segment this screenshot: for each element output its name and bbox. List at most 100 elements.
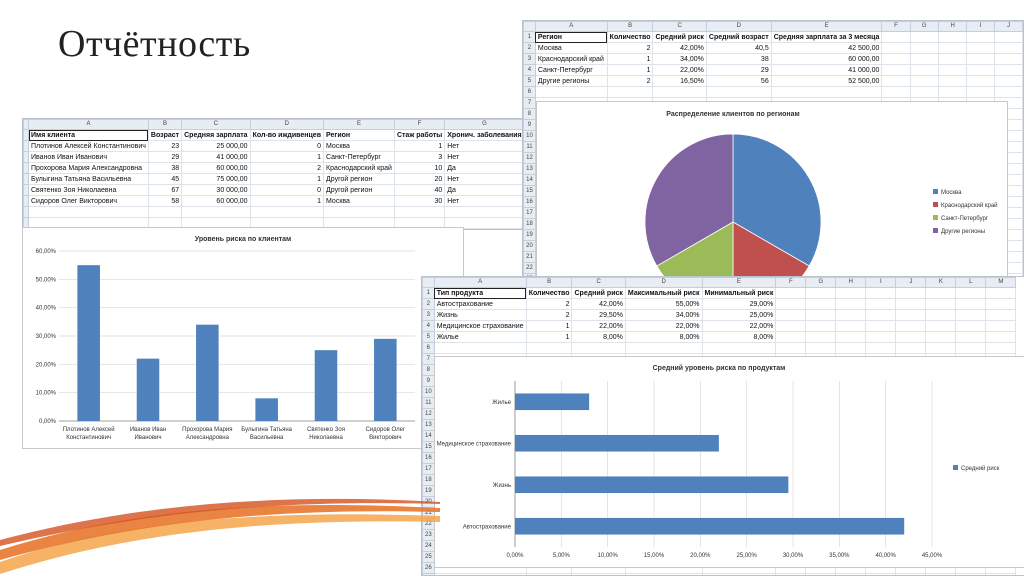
empty-cell[interactable] <box>967 54 995 65</box>
empty-cell[interactable] <box>653 87 706 98</box>
empty-cell[interactable] <box>806 343 836 354</box>
table-cell[interactable]: Москва <box>324 141 395 152</box>
empty-cell[interactable] <box>986 343 1016 354</box>
empty-cell[interactable] <box>148 207 181 218</box>
empty-cell[interactable] <box>896 332 926 343</box>
empty-cell[interactable] <box>806 288 836 299</box>
table-cell[interactable]: Другой регион <box>324 174 395 185</box>
header-cell[interactable]: Средний риск <box>653 32 706 43</box>
table-cell[interactable]: Жилье <box>434 332 526 343</box>
row-number[interactable]: 14 <box>524 175 536 186</box>
empty-cell[interactable] <box>250 207 323 218</box>
column-header[interactable]: I <box>866 278 896 288</box>
row-number[interactable]: 21 <box>524 252 536 263</box>
table-cell[interactable]: 2 <box>607 76 653 87</box>
empty-cell[interactable] <box>956 321 986 332</box>
row-number[interactable]: 1 <box>524 32 536 43</box>
column-header[interactable]: J <box>994 22 1022 32</box>
empty-cell[interactable] <box>776 299 806 310</box>
table-cell[interactable]: Да <box>445 185 524 196</box>
empty-cell[interactable] <box>806 321 836 332</box>
header-cell[interactable]: Кол-во иждивенцев <box>250 130 323 141</box>
row-number[interactable]: 13 <box>524 164 536 175</box>
table-cell[interactable]: Нет <box>445 141 524 152</box>
row-number[interactable]: 10 <box>524 131 536 142</box>
column-header[interactable]: H <box>938 22 966 32</box>
empty-cell[interactable] <box>836 343 866 354</box>
empty-cell[interactable] <box>994 76 1022 87</box>
empty-cell[interactable] <box>994 87 1022 98</box>
column-header[interactable]: F <box>882 22 910 32</box>
empty-cell[interactable] <box>938 43 966 54</box>
empty-cell[interactable] <box>607 87 653 98</box>
row-number[interactable]: 9 <box>524 120 536 131</box>
table-cell[interactable]: 29 <box>706 65 771 76</box>
empty-cell[interactable] <box>938 76 966 87</box>
table-cell[interactable]: Автострахование <box>434 299 526 310</box>
table-cell[interactable]: Нет <box>445 152 524 163</box>
empty-cell[interactable] <box>882 76 910 87</box>
table-cell[interactable]: Санкт-Петербург <box>535 65 607 76</box>
table-cell[interactable]: 8,00% <box>572 332 625 343</box>
row-number[interactable]: 3 <box>524 54 536 65</box>
column-header[interactable]: K <box>926 278 956 288</box>
empty-cell[interactable] <box>445 207 524 218</box>
table-cell[interactable]: 55,00% <box>625 299 702 310</box>
column-header[interactable]: J <box>896 278 926 288</box>
header-cell[interactable]: Минимальный риск <box>702 288 776 299</box>
table-cell[interactable]: Прохорова Мария Александровна <box>29 163 149 174</box>
table-cell[interactable]: Иванов Иван Иванович <box>29 152 149 163</box>
header-cell[interactable]: Средний возраст <box>706 32 771 43</box>
empty-cell[interactable] <box>910 54 938 65</box>
empty-cell[interactable] <box>836 299 866 310</box>
table-cell[interactable]: Нет <box>445 174 524 185</box>
column-header[interactable]: B <box>607 22 653 32</box>
empty-cell[interactable] <box>926 321 956 332</box>
empty-cell[interactable] <box>910 87 938 98</box>
table-cell[interactable]: 42,00% <box>572 299 625 310</box>
table-cell[interactable]: Да <box>445 163 524 174</box>
header-cell[interactable]: Средняя зарплата за 3 месяца <box>771 32 882 43</box>
column-header[interactable]: M <box>986 278 1016 288</box>
empty-cell[interactable] <box>967 76 995 87</box>
table-cell[interactable]: 1 <box>250 196 323 207</box>
empty-cell[interactable] <box>910 76 938 87</box>
empty-cell[interactable] <box>986 332 1016 343</box>
column-header[interactable]: E <box>324 120 395 130</box>
table-cell[interactable]: 34,00% <box>653 54 706 65</box>
empty-cell[interactable] <box>706 87 771 98</box>
table-cell[interactable]: 30 000,00 <box>182 185 250 196</box>
empty-cell[interactable] <box>882 87 910 98</box>
row-number[interactable]: 16 <box>524 197 536 208</box>
empty-cell[interactable] <box>938 65 966 76</box>
table-cell[interactable]: 2 <box>607 43 653 54</box>
table-cell[interactable]: 3 <box>394 152 444 163</box>
empty-cell[interactable] <box>926 332 956 343</box>
table-cell[interactable]: 10 <box>394 163 444 174</box>
empty-cell[interactable] <box>896 321 926 332</box>
empty-cell[interactable] <box>994 65 1022 76</box>
row-number[interactable]: 5 <box>524 76 536 87</box>
empty-cell[interactable] <box>776 288 806 299</box>
table-cell[interactable]: 41 000,00 <box>182 152 250 163</box>
empty-cell[interactable] <box>956 299 986 310</box>
row-number[interactable]: 13 <box>423 420 435 431</box>
empty-cell[interactable] <box>882 65 910 76</box>
table-cell[interactable]: Святенко Зоя Николаевна <box>29 185 149 196</box>
table-cell[interactable]: 1 <box>607 54 653 65</box>
column-header[interactable]: D <box>625 278 702 288</box>
table-cell[interactable]: 38 <box>148 163 181 174</box>
table-cell[interactable]: 25,00% <box>702 310 776 321</box>
empty-cell[interactable] <box>910 65 938 76</box>
empty-cell[interactable] <box>836 332 866 343</box>
row-number[interactable]: 22 <box>524 263 536 274</box>
column-header[interactable]: L <box>956 278 986 288</box>
empty-cell[interactable] <box>994 32 1022 43</box>
header-cell[interactable]: Регион <box>535 32 607 43</box>
row-number[interactable]: 7 <box>423 354 435 365</box>
header-cell[interactable]: Количество <box>607 32 653 43</box>
empty-cell[interactable] <box>836 288 866 299</box>
empty-cell[interactable] <box>956 310 986 321</box>
empty-cell[interactable] <box>986 288 1016 299</box>
